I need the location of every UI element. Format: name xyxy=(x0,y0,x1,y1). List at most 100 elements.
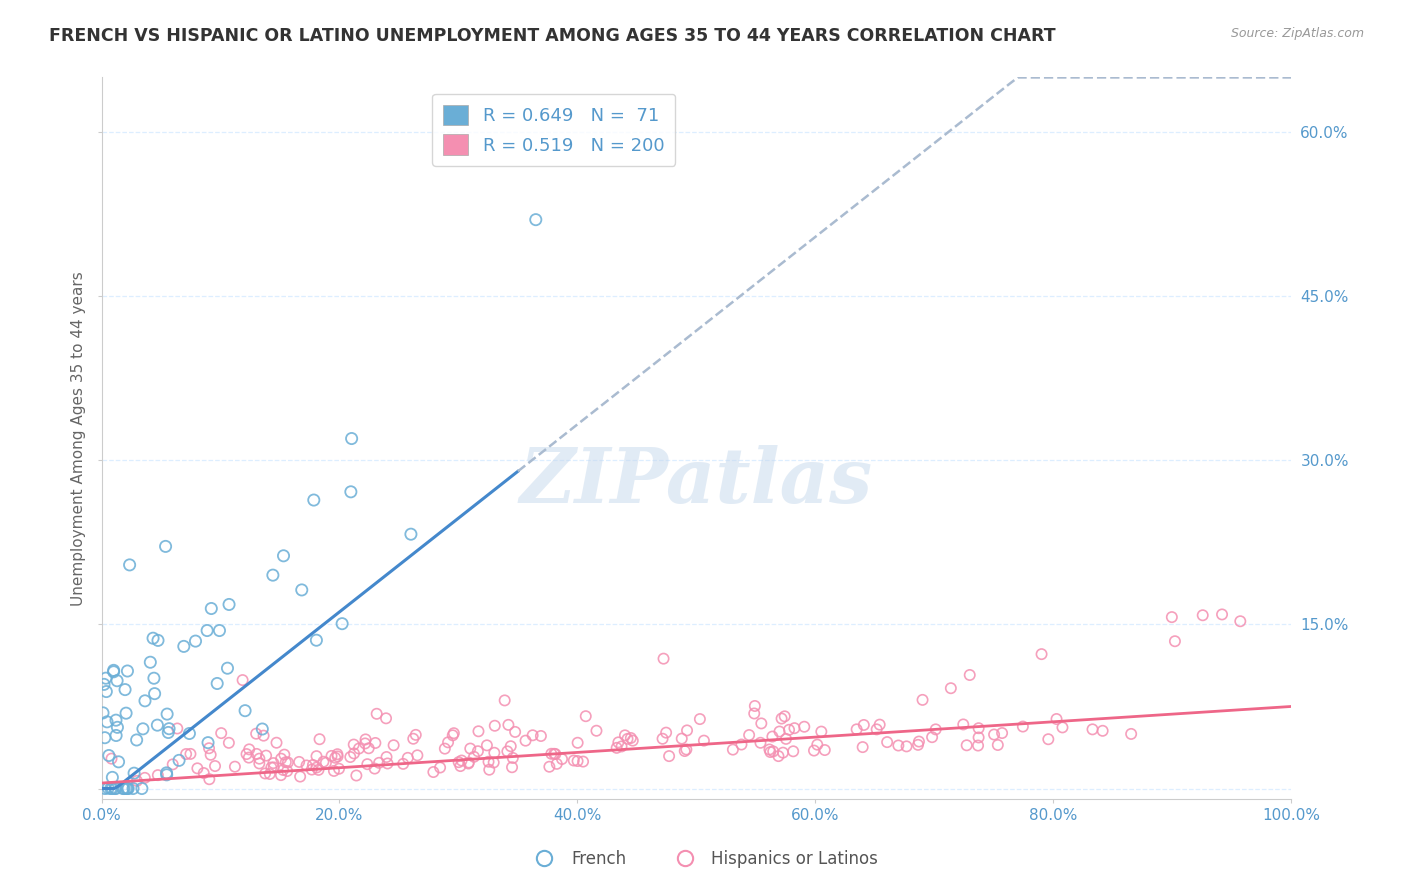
Point xyxy=(93,677,115,691)
Point xyxy=(104,781,127,796)
Point xyxy=(1229,614,1251,628)
Point xyxy=(356,757,378,772)
Point xyxy=(730,738,752,752)
Point xyxy=(142,671,165,685)
Point xyxy=(117,781,139,796)
Point xyxy=(252,722,274,736)
Point xyxy=(399,527,422,541)
Point xyxy=(117,781,139,796)
Point xyxy=(1091,723,1114,738)
Point xyxy=(174,747,197,761)
Point xyxy=(134,694,156,708)
Point xyxy=(104,781,127,796)
Point xyxy=(405,728,427,742)
Point xyxy=(208,624,231,638)
Point xyxy=(967,739,990,753)
Point xyxy=(783,721,806,735)
Point xyxy=(114,682,136,697)
Point xyxy=(538,760,561,774)
Point xyxy=(117,664,139,678)
Point xyxy=(96,714,118,729)
Point xyxy=(323,764,346,778)
Point xyxy=(457,756,479,770)
Point xyxy=(775,731,797,746)
Point xyxy=(323,750,346,764)
Point xyxy=(142,631,165,645)
Point xyxy=(478,763,501,777)
Point xyxy=(146,633,169,648)
Point xyxy=(1045,712,1067,726)
Point xyxy=(105,729,128,743)
Point xyxy=(738,728,761,742)
Point xyxy=(457,756,479,771)
Point xyxy=(238,750,260,764)
Point xyxy=(651,731,673,746)
Point xyxy=(1038,732,1060,747)
Point xyxy=(343,738,366,752)
Point xyxy=(1160,610,1182,624)
Point xyxy=(302,758,325,772)
Point xyxy=(441,728,464,742)
Point xyxy=(252,729,274,743)
Legend: French, Hispanics or Latinos: French, Hispanics or Latinos xyxy=(522,844,884,875)
Point xyxy=(782,744,804,758)
Text: Source: ZipAtlas.com: Source: ZipAtlas.com xyxy=(1230,27,1364,40)
Point xyxy=(276,764,298,778)
Point xyxy=(658,749,681,764)
Point xyxy=(607,735,630,749)
Point xyxy=(515,733,537,747)
Point xyxy=(224,759,246,773)
Point xyxy=(759,745,782,759)
Point xyxy=(540,747,562,761)
Point xyxy=(288,755,311,769)
Point xyxy=(655,725,678,739)
Point xyxy=(852,740,875,755)
Point xyxy=(845,723,868,737)
Point xyxy=(232,673,254,687)
Point xyxy=(131,781,153,796)
Point xyxy=(205,676,228,690)
Point xyxy=(105,673,128,688)
Point xyxy=(167,753,190,767)
Point xyxy=(218,736,240,750)
Point xyxy=(218,598,240,612)
Point xyxy=(967,731,990,745)
Point xyxy=(132,722,155,736)
Point xyxy=(155,540,177,554)
Point xyxy=(544,747,567,761)
Point xyxy=(585,723,607,738)
Point xyxy=(245,727,267,741)
Point xyxy=(482,756,505,770)
Point xyxy=(103,665,125,679)
Point xyxy=(200,747,222,762)
Point xyxy=(246,747,269,761)
Point xyxy=(179,726,201,740)
Point xyxy=(302,493,325,508)
Point xyxy=(291,582,314,597)
Point xyxy=(270,768,292,782)
Point xyxy=(118,558,141,572)
Point xyxy=(301,763,323,777)
Point xyxy=(209,726,232,740)
Point xyxy=(343,747,366,761)
Point xyxy=(911,693,934,707)
Point xyxy=(262,568,284,582)
Point xyxy=(530,729,553,743)
Point xyxy=(450,754,472,768)
Point xyxy=(772,746,794,760)
Point xyxy=(543,747,565,761)
Point xyxy=(357,741,380,756)
Point xyxy=(204,759,226,773)
Point xyxy=(94,671,117,685)
Point xyxy=(326,747,349,762)
Point xyxy=(402,731,425,746)
Point xyxy=(263,760,285,774)
Point xyxy=(273,747,295,762)
Point xyxy=(983,727,1005,741)
Point xyxy=(195,624,218,638)
Point xyxy=(288,770,311,784)
Point xyxy=(254,766,277,780)
Point xyxy=(689,712,711,726)
Point xyxy=(146,718,169,732)
Point xyxy=(496,744,519,758)
